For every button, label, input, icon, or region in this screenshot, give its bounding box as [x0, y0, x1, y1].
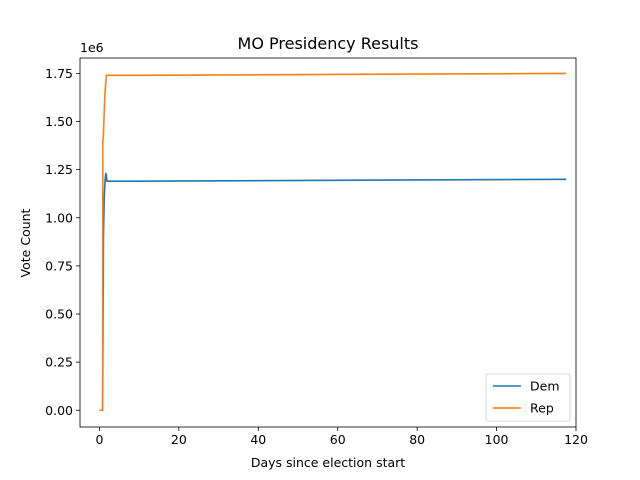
y-axis: 0.00 0.25 0.50 0.75 1.00 1.25 1.50 1.75 [45, 66, 80, 418]
y-axis-label: Vote Count [18, 208, 33, 277]
y-tick-label: 0.50 [45, 307, 73, 322]
legend: Dem Rep [485, 373, 571, 422]
chart-title: MO Presidency Results [238, 34, 419, 53]
y-tick-label: 1.00 [45, 210, 73, 225]
y-tick-label: 0.00 [45, 403, 73, 418]
x-tick-label: 20 [171, 432, 187, 447]
x-tick-label: 60 [330, 432, 346, 447]
x-tick-label: 120 [564, 432, 588, 447]
y-tick-label: 1.25 [45, 162, 73, 177]
plot-area [99, 72, 567, 412]
x-tick-label: 100 [485, 432, 509, 447]
x-axis: 0 20 40 60 80 100 120 [95, 427, 588, 447]
x-tick-label: 40 [250, 432, 266, 447]
legend-label-dem: Dem [530, 379, 560, 394]
plot-frame [79, 57, 577, 428]
x-tick-label: 80 [409, 432, 425, 447]
series-line-rep [99, 72, 567, 412]
y-tick-label: 1.50 [45, 114, 73, 129]
x-tick-label: 0 [95, 432, 103, 447]
y-tick-label: 0.25 [45, 355, 73, 370]
y-tick-label: 1.75 [45, 66, 73, 81]
legend-label-rep: Rep [530, 401, 554, 416]
x-axis-label: Days since election start [251, 455, 405, 470]
y-offset-label: 1e6 [80, 40, 104, 55]
y-tick-label: 0.75 [45, 258, 73, 273]
